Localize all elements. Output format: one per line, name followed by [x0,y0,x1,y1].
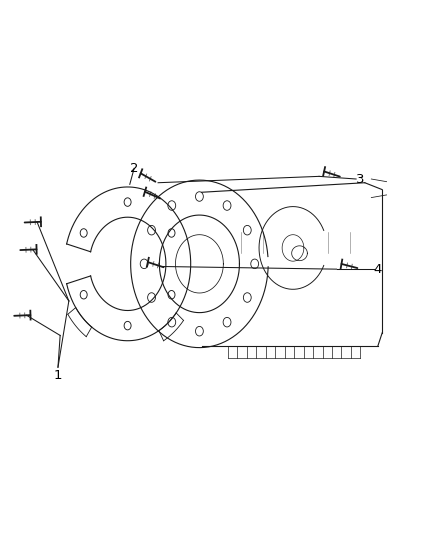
Text: 1: 1 [54,369,62,382]
Text: 3: 3 [356,173,365,185]
Text: 4: 4 [374,263,382,276]
Text: 2: 2 [130,162,138,175]
